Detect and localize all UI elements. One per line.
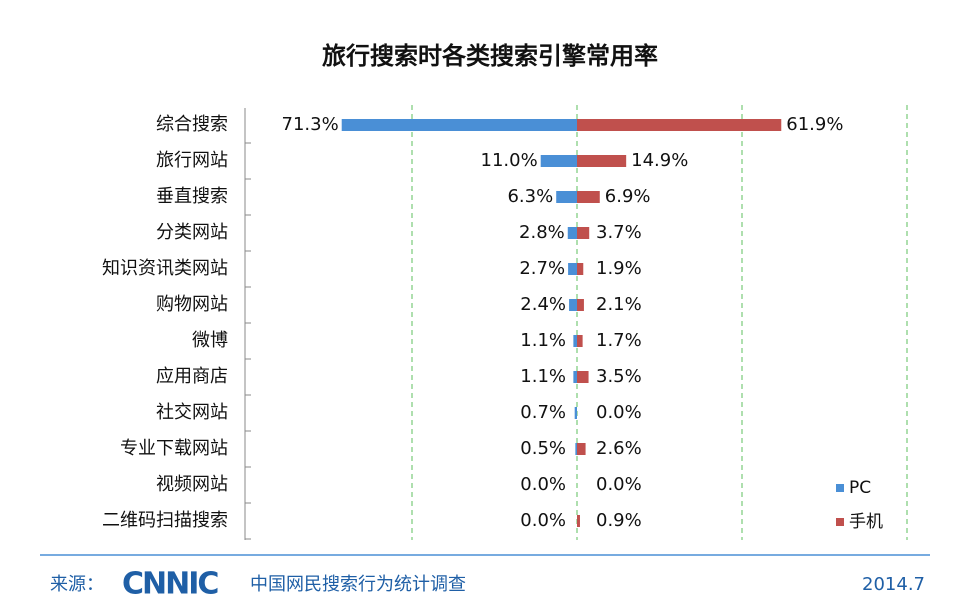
bar (577, 371, 589, 383)
bar (567, 227, 577, 239)
y-tick-label: 购物网站 (156, 294, 228, 315)
value-label: 3.5% (596, 366, 642, 387)
y-tick-label: 知识资讯类网站 (102, 258, 228, 279)
bar (574, 407, 577, 419)
value-label: 2.4% (520, 294, 566, 315)
legend-label: PC (849, 478, 871, 498)
y-tick-label: 应用商店 (156, 366, 228, 387)
source: 中国网民搜索行为统计调查 (250, 574, 466, 595)
value-label: 0.9% (596, 510, 642, 531)
legend-label: 手机 (849, 512, 883, 532)
bar (573, 335, 577, 347)
bar (577, 155, 627, 167)
value-label: 1.1% (520, 330, 566, 351)
y-tick-label: 社交网站 (156, 402, 228, 423)
bar (568, 263, 577, 275)
bar (577, 263, 584, 275)
bar (569, 299, 577, 311)
bar (540, 155, 577, 167)
y-tick-label: 垂直搜索 (156, 186, 228, 207)
value-label: 71.3% (282, 114, 339, 135)
value-label: 6.9% (605, 186, 651, 207)
legend-swatch (836, 518, 844, 526)
bar (577, 515, 580, 527)
value-label: 2.6% (596, 438, 642, 459)
bar (577, 119, 782, 131)
y-tick-label: 二维码扫描搜索 (102, 510, 228, 531)
bar (556, 191, 577, 203)
y-tick-label: 专业下载网站 (120, 438, 228, 459)
chart-title: 旅行搜索时各类搜索引擎常用率 (322, 42, 658, 70)
bar (577, 227, 590, 239)
value-label: 2.8% (519, 222, 565, 243)
value-label: 0.0% (596, 402, 642, 423)
y-tick-label: 综合搜索 (156, 114, 228, 135)
value-label: 1.7% (596, 330, 642, 351)
value-label: 2.7% (519, 258, 565, 279)
value-label: 0.0% (596, 474, 642, 495)
source-label: 来源： (50, 574, 104, 595)
date: 2014.7 (862, 574, 925, 595)
bar (573, 371, 577, 383)
bar (577, 335, 583, 347)
value-label: 11.0% (481, 150, 538, 171)
value-label: 14.9% (631, 150, 688, 171)
bar (577, 443, 586, 455)
bar (575, 443, 577, 455)
bar (577, 299, 584, 311)
logo: CNNIC (122, 567, 218, 602)
value-label: 0.7% (520, 402, 566, 423)
bar (341, 119, 577, 131)
value-label: 61.9% (786, 114, 843, 135)
value-label: 0.0% (520, 474, 566, 495)
y-tick-label: 旅行网站 (156, 150, 228, 171)
value-label: 2.1% (596, 294, 642, 315)
bar (577, 191, 600, 203)
value-label: 6.3% (507, 186, 553, 207)
value-label: 0.0% (520, 510, 566, 531)
value-label: 1.1% (520, 366, 566, 387)
y-tick-label: 分类网站 (156, 222, 228, 243)
y-tick-label: 微博 (192, 330, 228, 351)
value-label: 3.7% (596, 222, 642, 243)
value-label: 0.5% (520, 438, 566, 459)
y-tick-label: 视频网站 (156, 474, 228, 495)
legend-swatch (836, 484, 844, 492)
value-label: 1.9% (596, 258, 642, 279)
